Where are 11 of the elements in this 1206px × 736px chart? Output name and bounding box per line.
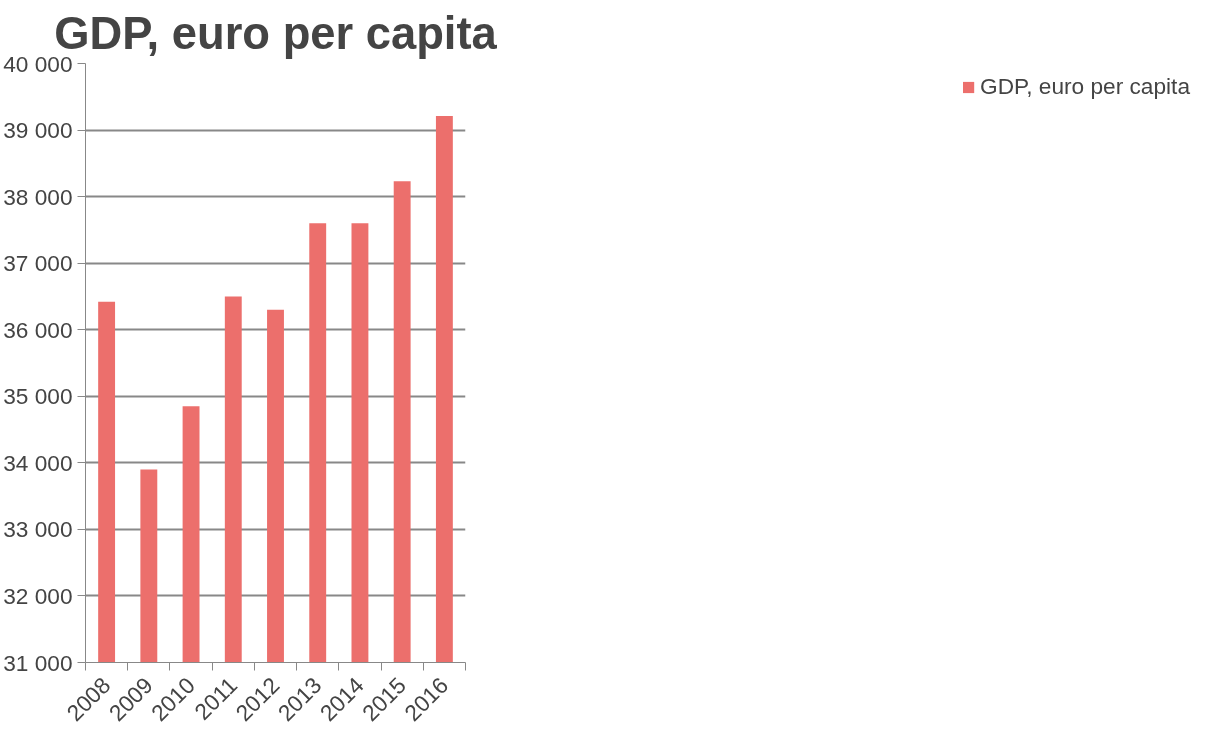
y-tick-label: 36 000 xyxy=(3,316,73,343)
y-tick-label: 34 000 xyxy=(3,449,73,476)
y-tick-label: 31 000 xyxy=(3,649,73,676)
y-tick-label: 33 000 xyxy=(3,516,73,543)
y-tick-label: 38 000 xyxy=(3,183,73,210)
legend-label: GDP, euro per capita xyxy=(980,73,1190,100)
y-tick-label: 32 000 xyxy=(3,582,73,609)
y-tick-label: 39 000 xyxy=(3,117,73,144)
y-tick-label: 37 000 xyxy=(3,250,73,277)
y-tick-label: 35 000 xyxy=(3,383,73,410)
y-tick-label: 40 000 xyxy=(3,50,73,77)
